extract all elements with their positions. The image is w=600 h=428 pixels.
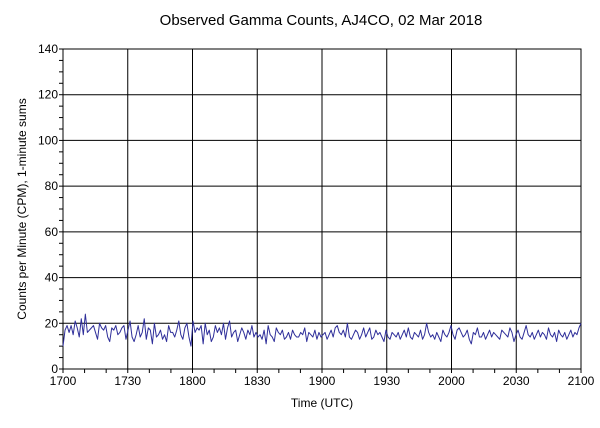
x-tick-label: 1900 (309, 374, 336, 388)
y-tick-label: 100 (38, 133, 58, 147)
series-line (62, 313, 582, 347)
y-tick-labels: 0 20 40 60 80 100 120 140 (38, 42, 58, 376)
y-tick-label: 40 (45, 271, 59, 285)
x-tick-label: 1700 (50, 374, 77, 388)
y-axis-label: Counts per Minute (CPM), 1-minute sums (15, 98, 29, 319)
y-tick-label: 0 (51, 362, 58, 376)
x-tick-label: 2100 (568, 374, 595, 388)
chart-title: Observed Gamma Counts, AJ4CO, 02 Mar 201… (160, 12, 483, 29)
x-tick-label: 2030 (503, 374, 530, 388)
y-tick-label: 140 (38, 42, 58, 56)
y-tick-label: 120 (38, 88, 58, 102)
y-tick-label: 60 (45, 225, 59, 239)
y-tick-label: 20 (45, 316, 59, 330)
x-tick-label: 1830 (244, 374, 271, 388)
x-tick-label: 1800 (179, 374, 206, 388)
x-tick-label: 1930 (373, 374, 400, 388)
x-tick-label: 2000 (438, 374, 465, 388)
grid (63, 49, 581, 369)
x-tick-labels: 1700 1730 1800 1830 1900 1930 2000 2030 2100 (50, 374, 595, 388)
series-group (62, 313, 582, 347)
minor-ticks (59, 48, 582, 373)
x-tick-label: 1730 (114, 374, 141, 388)
y-tick-label: 80 (45, 179, 59, 193)
x-axis-label: Time (UTC) (291, 396, 353, 410)
